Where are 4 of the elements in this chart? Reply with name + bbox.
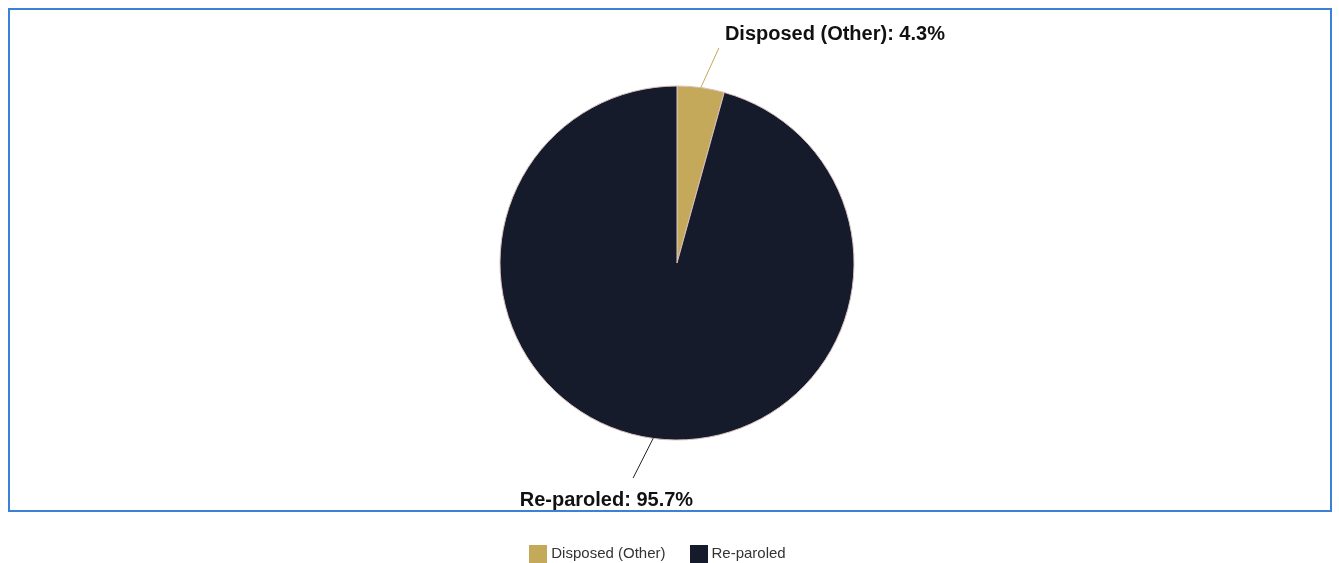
legend-label: Re-paroled: [711, 544, 786, 562]
legend-label: Disposed (Other): [551, 544, 666, 562]
data-label: Re-paroled: 95.7%: [519, 488, 694, 511]
data-label: Disposed (Other): 4.3%: [724, 21, 946, 44]
